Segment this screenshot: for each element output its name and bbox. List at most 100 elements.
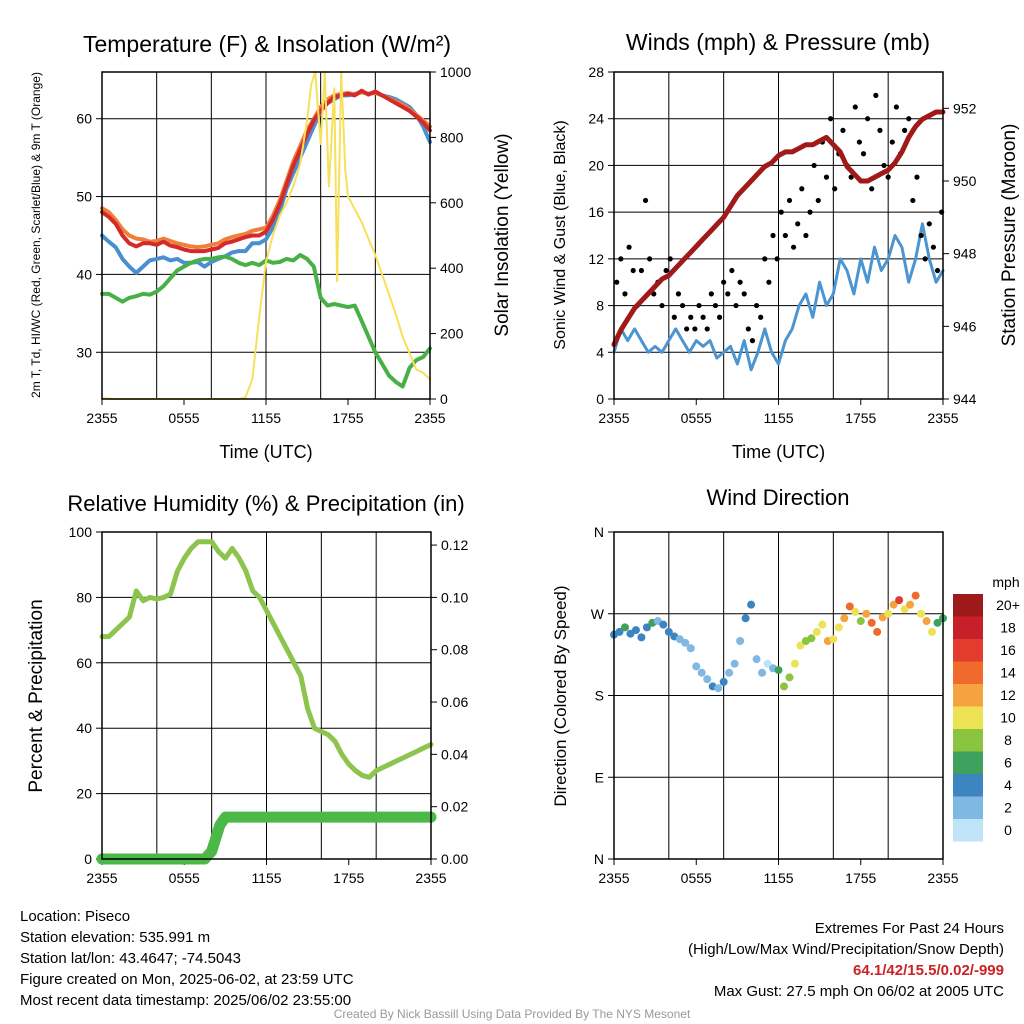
direction-point [856,617,865,626]
humidity-ytick-left-label: 100 [69,524,93,540]
winds-xlabel: Time (UTC) [732,442,825,462]
direction-legend-swatch [953,706,983,729]
winds-gust-point [716,314,723,320]
winds-xtick-label: 2355 [927,410,958,426]
winds-gust-point [860,151,867,157]
winds-gust-point [852,104,858,110]
temperature-ytick-left-label: 30 [76,344,92,360]
direction-point [697,668,706,677]
extremes-values: 64.1/42/15.5/0.02/-999 [853,962,1004,979]
winds-ytick-left-label: 28 [588,64,604,80]
extremes-subtitle: (High/Low/Max Wind/Precipitation/Snow De… [688,941,1004,958]
direction-legend-label: 8 [1004,732,1012,748]
direction-legend-label: 18 [1000,620,1016,636]
winds-gust-point [782,232,788,239]
direction-point [642,623,651,632]
direction-legend-label: 10 [1000,710,1016,726]
winds-gust-point [700,314,706,320]
humidity-xtick-label: 2355 [415,870,446,886]
direction-legend-label: 16 [1000,642,1016,658]
direction-legend-swatch [953,661,983,684]
direction-point [758,668,767,677]
direction-point [790,659,799,668]
direction-point [796,641,805,650]
direction-xtick-label: 0555 [681,870,712,886]
winds-gust-point [893,104,899,110]
direction-point [933,618,942,627]
humidity-xtick-label: 2355 [86,870,117,886]
winds-gust-point [827,116,834,122]
temperature-xtick-label: 1155 [251,410,281,426]
winds-ytick-left-label: 20 [588,157,604,173]
winds-gust-point [856,139,862,145]
direction-point [900,605,909,614]
winds-gust-point [622,291,628,297]
winds-gust-point [902,127,908,133]
direction-point [834,623,843,632]
winds-ylabel-left: Sonic Wind & Gust (Blue, Black) [552,120,569,349]
winds-gust-point [675,291,682,297]
recent-timestamp: Most recent data timestamp: 2025/06/02 2… [20,992,352,1009]
winds-gust-point [823,174,830,180]
direction-legend-swatch [953,616,983,639]
humidity-ytick-right-label: 0.12 [441,537,468,553]
humidity-ytick-left-label: 20 [76,786,92,802]
direction-point [637,633,646,642]
winds-gust-point [832,186,838,192]
temperature-xtick-label: 2355 [86,410,117,426]
winds-gust-point [786,197,793,204]
direction-point [779,682,788,691]
humidity-xtick-label: 0555 [169,870,200,886]
winds-gust-point [930,244,937,250]
direction-legend-label: 4 [1004,777,1012,793]
winds-gust-point [770,232,776,239]
winds-gust-point [799,186,805,192]
winds-ylabel-right: Station Pressure (Maroon) [999,124,1020,347]
humidity-xtick-label: 1755 [333,870,364,886]
temperature-ytick-right-label: 200 [440,326,464,342]
direction-point [867,618,876,627]
direction-point [807,634,816,643]
winds-gust-point [934,267,941,274]
direction-point [736,637,745,645]
humidity-xtick-label: 1155 [251,870,281,886]
direction-point [862,609,871,618]
station-elevation: Station elevation: 535.991 m [20,929,211,946]
direction-legend-swatch [953,639,983,662]
direction-legend-swatch [953,684,983,707]
humidity-title: Relative Humidity (%) & Precipitation (i… [67,491,464,516]
winds-ytick-right-label: 946 [953,318,977,334]
winds-gust-point [696,302,702,309]
direction-point [719,677,728,686]
temperature-ytick-right-label: 400 [440,260,464,276]
temperature-xtick-label: 1755 [332,410,363,426]
direction-legend-title: mph [992,574,1019,590]
winds-sonic-wind-line [612,222,945,372]
winds-gust-point [807,209,813,215]
temperature-ylabel-left: 2m T, Td, HI/WC (Red, Green, Scarlet/Blu… [29,72,43,398]
direction-point [752,655,761,664]
direction-point [730,659,739,668]
winds-gust-point [811,162,817,169]
winds-gust-point [922,256,928,262]
direction-ytick-left-label: S [595,688,604,704]
credit-line: Created By Nick Bassill Using Data Provi… [333,1007,691,1021]
winds-gust-point [712,302,719,309]
winds-gust-point [749,338,756,344]
winds-gust-point [733,302,739,309]
direction-legend-swatch [953,729,983,752]
direction-point [747,600,756,609]
temperature-series-2 [100,88,432,254]
winds-gust-point [741,291,747,297]
winds-gust-point [663,267,669,274]
winds-xtick-label: 1155 [763,410,793,426]
winds-gust-point [918,232,924,239]
temperature-ytick-right-label: 0 [440,391,448,407]
humidity-ylabel-left: Percent & Precipitation [26,599,47,792]
winds-gust-point [877,127,883,133]
extremes-title: Extremes For Past 24 Hours [814,920,1004,937]
winds-gust-point [708,291,714,297]
direction-ytick-left-label: N [594,851,604,867]
extremes-panel: Extremes For Past 24 Hours (High/Low/Max… [688,918,1004,1002]
direction-point [873,627,882,636]
